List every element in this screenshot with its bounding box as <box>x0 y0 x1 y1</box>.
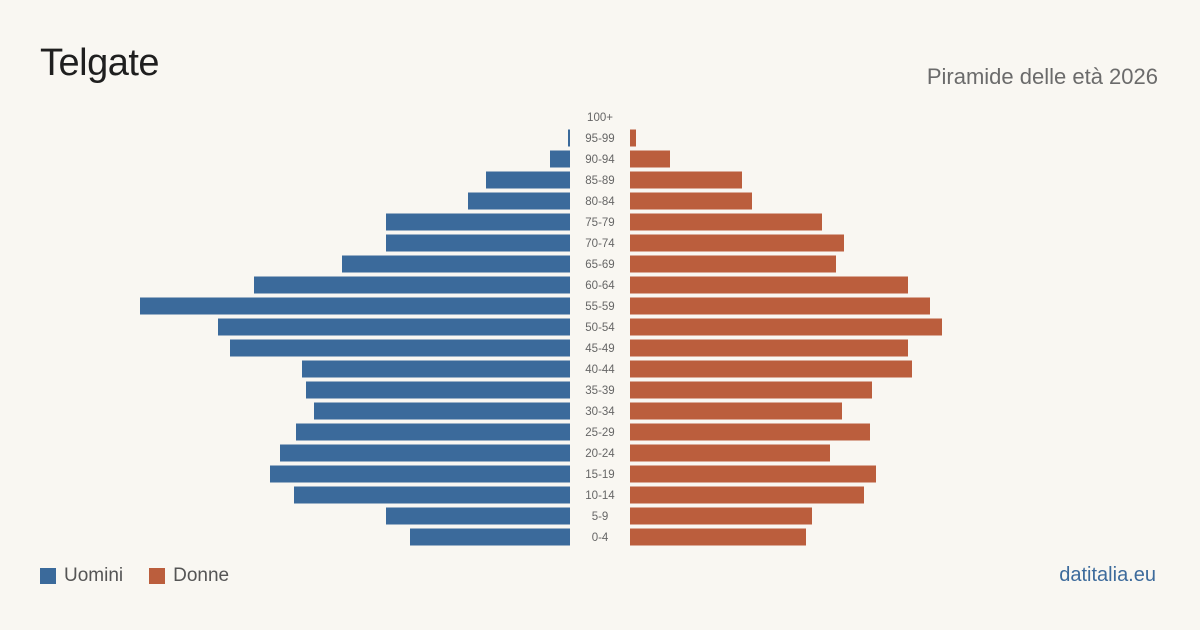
bar-men-50-54 <box>218 318 570 336</box>
bar-men-90-94 <box>550 150 570 168</box>
bar-women-75-79 <box>630 213 822 231</box>
chart-legend: Uomini Donne <box>40 565 229 587</box>
bar-men-0-4 <box>410 528 570 546</box>
bar-women-60-64 <box>630 276 908 294</box>
age-label-25-29: 25-29 <box>585 427 614 439</box>
bar-women-25-29 <box>630 423 870 441</box>
bar-women-95-99 <box>630 129 636 147</box>
age-label-90-94: 90-94 <box>585 154 615 166</box>
bar-women-10-14 <box>630 486 864 504</box>
age-label-55-59: 55-59 <box>585 301 614 313</box>
age-label-45-49: 45-49 <box>585 343 614 355</box>
legend-item-women: Donne <box>149 565 229 587</box>
bar-women-45-49 <box>630 339 908 357</box>
bar-women-0-4 <box>630 528 806 546</box>
bar-women-90-94 <box>630 150 670 168</box>
bar-men-45-49 <box>230 339 570 357</box>
brand-link[interactable]: datitalia.eu <box>1059 564 1156 586</box>
age-label-85-89: 85-89 <box>585 175 614 187</box>
bar-women-70-74 <box>630 234 844 252</box>
age-label-70-74: 70-74 <box>585 238 615 250</box>
legend-item-men: Uomini <box>40 565 123 587</box>
age-label-65-69: 65-69 <box>585 259 614 271</box>
bar-men-25-29 <box>296 423 570 441</box>
bar-men-70-74 <box>386 234 570 252</box>
bar-women-35-39 <box>630 381 872 399</box>
bar-women-5-9 <box>630 507 812 525</box>
bar-women-40-44 <box>630 360 912 378</box>
page-title: Telgate <box>40 42 160 84</box>
age-label-30-34: 30-34 <box>585 406 615 418</box>
bar-men-40-44 <box>302 360 570 378</box>
age-label-100plus: 100+ <box>587 112 613 124</box>
bar-men-55-59 <box>140 297 570 315</box>
age-label-75-79: 75-79 <box>585 217 614 229</box>
chart-subtitle: Piramide delle età 2026 <box>926 64 1158 89</box>
bar-men-80-84 <box>468 192 570 210</box>
bar-men-5-9 <box>386 507 570 525</box>
age-label-95-99: 95-99 <box>585 133 614 145</box>
age-label-15-19: 15-19 <box>585 469 614 481</box>
bar-women-15-19 <box>630 465 876 483</box>
bar-women-65-69 <box>630 255 836 273</box>
age-label-40-44: 40-44 <box>585 364 615 376</box>
age-label-50-54: 50-54 <box>585 322 615 334</box>
bar-men-35-39 <box>306 381 570 399</box>
bar-men-15-19 <box>270 465 570 483</box>
age-label-80-84: 80-84 <box>585 196 615 208</box>
bar-women-85-89 <box>630 171 742 189</box>
bar-women-50-54 <box>630 318 942 336</box>
age-label-20-24: 20-24 <box>585 448 615 460</box>
bar-men-10-14 <box>294 486 570 504</box>
age-label-5-9: 5-9 <box>592 511 609 523</box>
bar-women-55-59 <box>630 297 930 315</box>
bar-women-30-34 <box>630 402 842 420</box>
bar-men-85-89 <box>486 171 570 189</box>
bar-men-60-64 <box>254 276 570 294</box>
legend-swatch-men <box>40 568 56 584</box>
bar-men-75-79 <box>386 213 570 231</box>
age-label-60-64: 60-64 <box>585 280 615 292</box>
bar-women-80-84 <box>630 192 752 210</box>
age-label-10-14: 10-14 <box>585 490 615 502</box>
bar-men-30-34 <box>314 402 570 420</box>
age-label-0-4: 0-4 <box>592 532 609 544</box>
bar-men-20-24 <box>280 444 570 462</box>
legend-label-women: Donne <box>173 565 230 586</box>
age-label-35-39: 35-39 <box>585 385 614 397</box>
legend-swatch-women <box>149 568 166 584</box>
bar-women-20-24 <box>630 444 830 462</box>
bar-men-65-69 <box>342 255 570 273</box>
bar-men-95-99 <box>568 129 570 147</box>
legend-label-men: Uomini <box>64 565 124 586</box>
